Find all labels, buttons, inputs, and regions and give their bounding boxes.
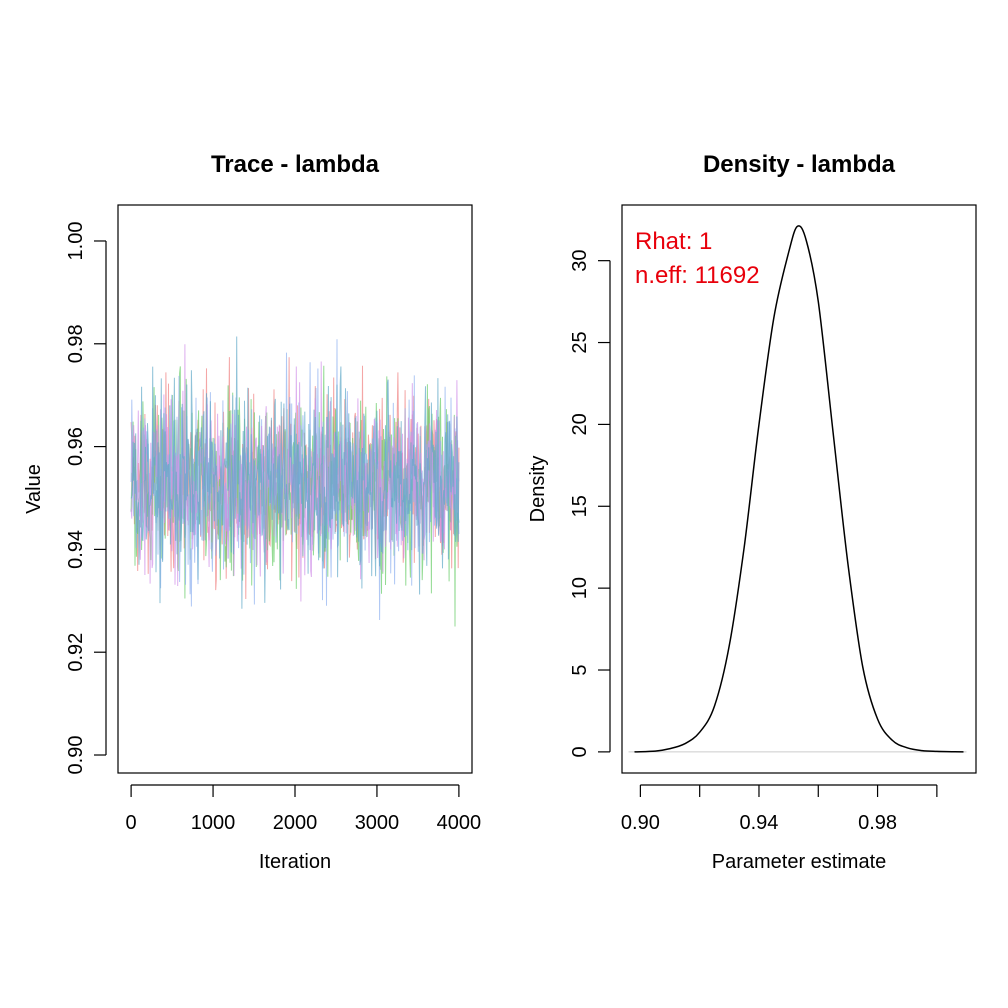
trace-lines [130, 336, 460, 627]
trace-x-axis: 0 1000 2000 3000 4000 [126, 784, 482, 834]
density-y-tick-label: 10 [569, 577, 591, 599]
trace-y-tick-label: 0.96 [65, 427, 87, 466]
density-title: Density - lambda [703, 151, 896, 178]
trace-x-tick-label: 1000 [191, 812, 236, 834]
density-y-tick-label: 15 [569, 495, 591, 517]
neff-annotation: n.eff: 11692 [635, 262, 760, 289]
trace-x-tick-label: 2000 [273, 812, 318, 834]
density-y-tick-label: 5 [569, 664, 591, 675]
trace-x-tick-label: 0 [126, 812, 137, 834]
density-x-tick-label: 0.98 [858, 812, 897, 834]
trace-title: Trace - lambda [211, 151, 380, 178]
trace-y-tick-label: 0.90 [65, 736, 87, 775]
density-x-axis: 0.90 0.94 0.98 [621, 784, 938, 834]
trace-y-tick-label: 0.92 [65, 633, 87, 672]
trace-x-tick-label: 4000 [437, 812, 482, 834]
density-xlabel: Parameter estimate [712, 851, 887, 873]
trace-y-axis: 0.90 0.92 0.94 0.96 0.98 1.00 [65, 222, 107, 775]
trace-y-tick-label: 1.00 [65, 222, 87, 261]
density-y-tick-label: 25 [569, 331, 591, 353]
density-y-tick-label: 20 [569, 413, 591, 435]
density-ylabel: Density [527, 456, 549, 523]
trace-x-tick-label: 3000 [355, 812, 400, 834]
trace-plot-frame [117, 204, 473, 774]
density-x-tick-label: 0.94 [740, 812, 779, 834]
density-panel: Density - lambda 0.90 0.94 0.98 0 5 10 15 20 25… [527, 151, 977, 873]
trace-y-tick-label: 0.98 [65, 324, 87, 363]
trace-xlabel: Iteration [259, 851, 331, 873]
density-y-tick-label: 0 [569, 746, 591, 757]
density-y-tick-label: 30 [569, 250, 591, 272]
trace-y-tick-label: 0.94 [65, 530, 87, 569]
trace-panel: Trace - lambda 0 1000 2000 3000 4000 0.900.9… [23, 151, 481, 873]
density-x-tick-label: 0.90 [621, 812, 660, 834]
density-curve [634, 225, 964, 753]
trace-ylabel: Value [23, 464, 45, 514]
rhat-annotation: Rhat: 1 [635, 228, 712, 255]
density-y-axis: 0 5 10 15 20 25 30 [569, 250, 611, 757]
density-plot-frame [621, 204, 977, 774]
trace-series-5 [130, 336, 460, 609]
